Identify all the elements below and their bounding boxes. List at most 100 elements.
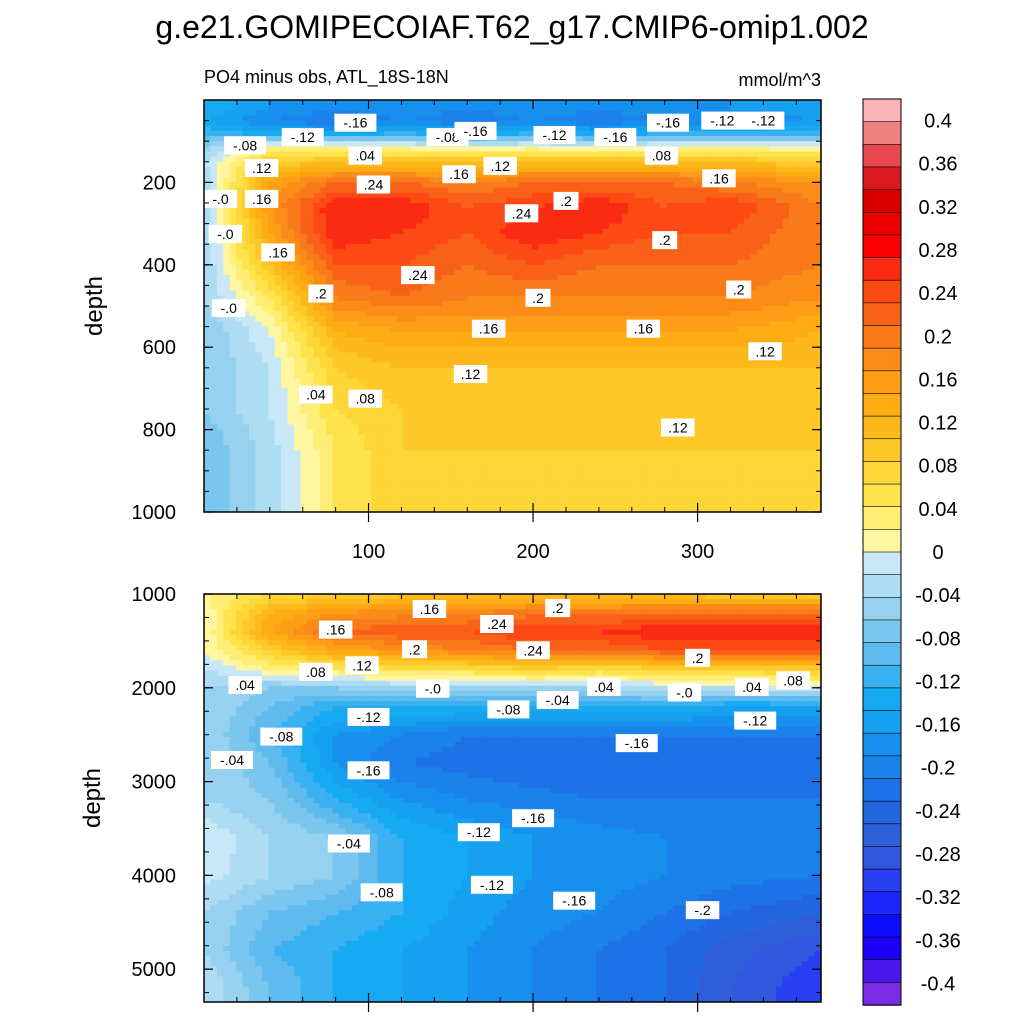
heatmap-cell (679, 156, 687, 163)
heatmap-cell (281, 203, 289, 209)
heatmap-cell (814, 213, 821, 220)
heatmap-cell (743, 295, 751, 302)
heatmap-cell (364, 197, 372, 204)
heatmap-cell (563, 264, 571, 271)
heatmap-cell (666, 172, 674, 178)
heatmap-cell (518, 249, 526, 256)
heatmap-cell (756, 105, 764, 111)
heatmap-cell (428, 342, 436, 348)
heatmap-cell (743, 342, 751, 348)
heatmap-cell (319, 352, 327, 359)
heatmap-cell (634, 254, 642, 261)
heatmap-cell (242, 316, 250, 323)
heatmap-cell (718, 141, 726, 147)
heatmap-cell (737, 269, 745, 276)
heatmap-cell (769, 166, 777, 173)
heatmap-cell (506, 331, 514, 338)
heatmap-cell (570, 342, 578, 348)
heatmap-cell (525, 166, 533, 173)
heatmap-cell (551, 362, 559, 369)
heatmap-cell (396, 130, 404, 137)
heatmap-cell (293, 249, 302, 256)
heatmap-cell (692, 300, 700, 307)
heatmap-cell (705, 264, 713, 271)
heatmap-cell (499, 172, 507, 178)
heatmap-cell (596, 342, 604, 348)
heatmap-cell (602, 259, 610, 266)
heatmap-cell (814, 259, 821, 266)
heatmap-cell (326, 208, 334, 214)
heatmap-cell (673, 213, 681, 220)
heatmap-cell (731, 136, 739, 142)
heatmap-cell (480, 342, 488, 348)
heatmap-cell (698, 321, 706, 328)
heatmap-cell (229, 213, 237, 220)
heatmap-cell (486, 115, 494, 122)
heatmap-cell (557, 285, 565, 292)
heatmap-cell (248, 280, 257, 286)
heatmap-cell (409, 300, 417, 307)
heatmap-cell (705, 269, 713, 276)
heatmap-cell (364, 192, 372, 199)
heatmap-cell (242, 336, 250, 343)
heatmap-cell (377, 166, 385, 173)
heatmap-cell (538, 105, 546, 111)
heatmap-cell (782, 316, 790, 323)
heatmap-cell (795, 136, 803, 142)
heatmap-cell (319, 223, 327, 230)
heatmap-cell (486, 264, 494, 271)
heatmap-cell (660, 172, 668, 178)
heatmap-cell (647, 316, 655, 323)
heatmap-cell (435, 326, 443, 333)
heatmap-cell (300, 146, 308, 153)
heatmap-cell (698, 146, 706, 153)
heatmap-cell (544, 192, 552, 199)
heatmap-cell (641, 110, 649, 117)
heatmap-cell (731, 362, 739, 369)
heatmap-cell (724, 269, 732, 276)
heatmap-cell (666, 300, 674, 307)
heatmap-cell (808, 275, 816, 281)
heatmap-cell (538, 192, 546, 199)
heatmap-cell (814, 141, 821, 147)
heatmap-cell (210, 115, 218, 122)
heatmap-cell (608, 321, 616, 328)
heatmap-cell (216, 362, 224, 369)
heatmap-cell (486, 203, 494, 209)
heatmap-cell (377, 280, 385, 286)
heatmap-cell (454, 254, 462, 261)
heatmap-cell (512, 269, 520, 276)
heatmap-cell (499, 115, 507, 122)
heatmap-cell (801, 136, 809, 142)
heatmap-cell (216, 280, 224, 286)
heatmap-cell (589, 311, 597, 317)
heatmap-cell (647, 311, 655, 317)
heatmap-cell (686, 239, 694, 245)
heatmap-cell (705, 244, 713, 250)
heatmap-cell (409, 259, 417, 266)
heatmap-cell (358, 203, 366, 209)
heatmap-cell (518, 300, 526, 307)
heatmap-cell (641, 172, 649, 178)
heatmap-cell (711, 141, 719, 147)
heatmap-cell (371, 321, 379, 328)
heatmap-cell (345, 187, 353, 194)
heatmap-cell (551, 146, 559, 153)
heatmap-cell (782, 172, 790, 178)
heatmap-cell (756, 259, 764, 266)
heatmap-cell (403, 311, 411, 317)
heatmap-cell (274, 223, 282, 230)
heatmap-cell (743, 228, 751, 235)
heatmap-cell (403, 172, 411, 178)
heatmap-cell (383, 352, 391, 359)
heatmap-cell (621, 172, 629, 178)
heatmap-cell (756, 326, 764, 333)
heatmap-cell (416, 239, 424, 245)
heatmap-cell (718, 208, 726, 214)
heatmap-cell (692, 141, 700, 147)
heatmap-cell (281, 342, 289, 348)
heatmap-cell (255, 347, 263, 353)
heatmap-cell (544, 342, 552, 348)
heatmap-cell (814, 161, 821, 168)
heatmap-cell (737, 151, 745, 158)
